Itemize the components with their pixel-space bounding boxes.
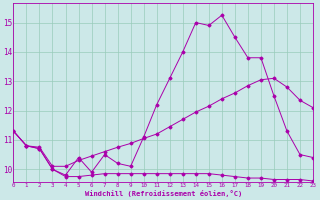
X-axis label: Windchill (Refroidissement éolien,°C): Windchill (Refroidissement éolien,°C) — [84, 190, 242, 197]
